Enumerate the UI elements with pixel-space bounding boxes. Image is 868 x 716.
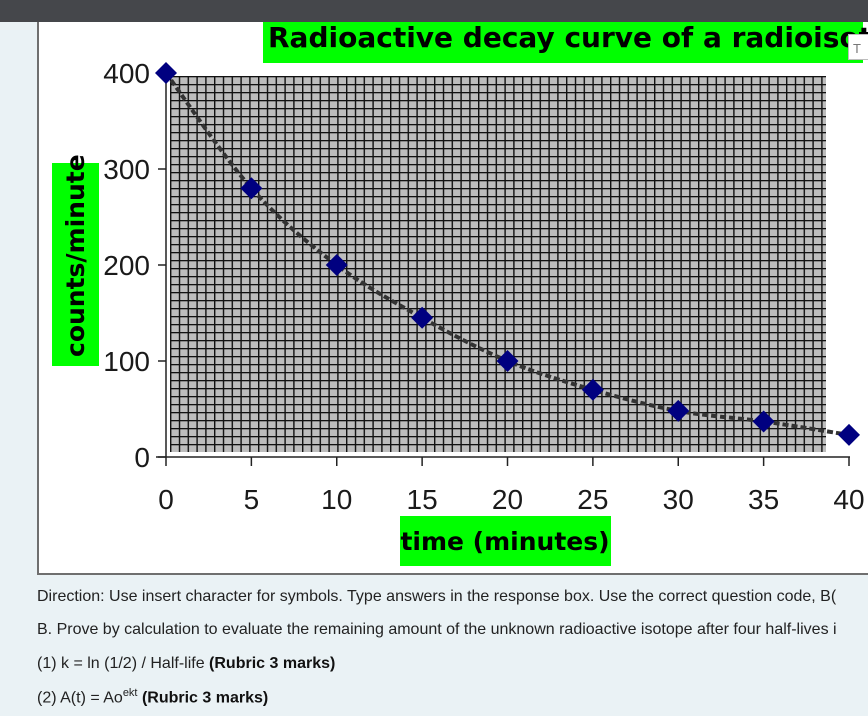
x-axis-title: time (minutes) <box>400 527 609 556</box>
x-axis-title-bg <box>400 516 611 566</box>
question-b-text: B. Prove by calculation to evaluate the … <box>37 621 837 638</box>
x-tick-label: 25 <box>577 484 608 515</box>
chart-title: Radioactive decay curve of a radioisotop… <box>268 22 868 54</box>
chart-image: Radioactive decay curve of a radioisotop… <box>37 22 868 575</box>
y-axis-title: counts/minute <box>61 154 90 357</box>
formula-2-rubric: (Rubric 3 marks) <box>141 689 269 707</box>
x-tick-label: 15 <box>407 484 438 515</box>
data-point-marker <box>667 399 690 422</box>
formula-1-text: (1) k = ln (1/2) / Half-life <box>37 655 210 672</box>
data-point-marker <box>325 254 348 276</box>
top-toolbar <box>0 0 868 22</box>
y-tick-label: 100 <box>103 346 150 377</box>
formula-2: (2) A(t) = Aoekt (Rubric 3 marks) <box>37 687 268 707</box>
x-tick-label: 20 <box>492 484 523 515</box>
data-point-marker <box>155 62 177 84</box>
x-tick-label: 30 <box>663 484 694 515</box>
y-tick-label: 400 <box>103 58 150 89</box>
formula-2-text: (2) A(t) = Ao <box>37 689 123 707</box>
x-tick-label: 40 <box>833 484 864 515</box>
data-point-marker <box>752 410 775 433</box>
formula-1: (1) k = ln (1/2) / Half-life (Rubric 3 m… <box>37 655 335 673</box>
x-tick-label: 10 <box>321 484 352 515</box>
x-tick-label: 35 <box>748 484 779 515</box>
data-point-marker <box>411 306 434 329</box>
y-tick-label: 0 <box>134 442 150 473</box>
trend-line <box>164 71 850 437</box>
x-tick-label: 5 <box>244 484 260 515</box>
data-point-marker <box>581 378 604 401</box>
data-point-marker <box>838 423 860 446</box>
y-tick-label: 200 <box>103 250 150 281</box>
decay-chart: Radioactive decay curve of a radioisotop… <box>52 22 868 566</box>
y-axis-title-bg <box>52 163 99 366</box>
direction-text: Direction: Use insert character for symb… <box>37 588 837 605</box>
formula-2-exponent: ekt <box>122 687 138 699</box>
y-tick-label: 300 <box>103 154 150 185</box>
text-stub-box[interactable]: T <box>848 34 868 60</box>
data-point-marker <box>496 350 519 372</box>
formula-1-rubric: (Rubric 3 marks) <box>209 655 336 672</box>
x-tick-label: 0 <box>158 484 174 515</box>
plot-area <box>170 76 826 452</box>
data-point-marker <box>240 177 263 200</box>
chart-title-bg <box>263 22 863 63</box>
